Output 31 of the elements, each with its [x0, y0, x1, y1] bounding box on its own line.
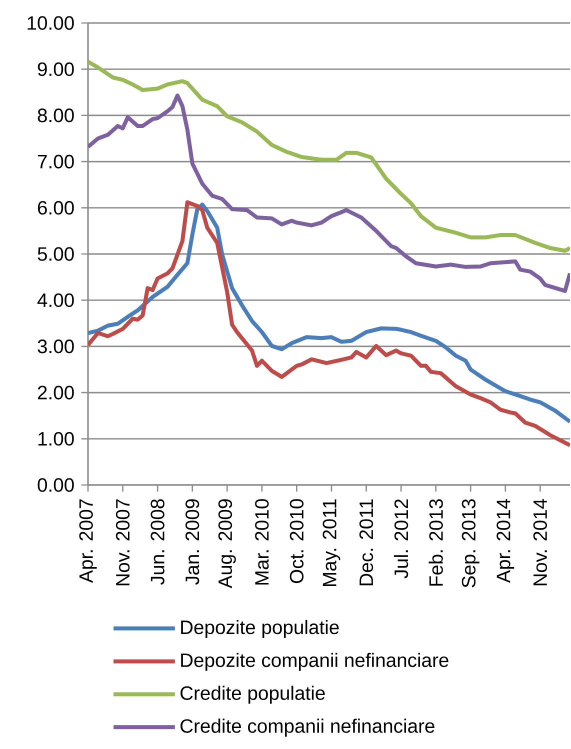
legend-label: Credite populatie	[180, 686, 325, 704]
line-series	[88, 60, 570, 253]
y-tick-label: 4.00	[37, 293, 74, 308]
x-tick-label: Nov. 2007	[116, 499, 130, 586]
y-tick-label: 2.00	[38, 386, 74, 400]
x-tick-label: Dec. 2011	[359, 499, 374, 586]
y-tick-label: 1.00	[38, 432, 74, 446]
x-tick-label: Apr. 2007	[79, 499, 97, 583]
x-tick-label: May. 2011	[322, 499, 340, 586]
x-tick-label: Sep. 2013	[462, 499, 480, 588]
x-tick-label: Feb. 2013	[428, 499, 443, 586]
y-tick-label: 6.00	[38, 200, 74, 215]
y-tick-label: 8.00	[38, 108, 74, 122]
legend-label: Depozite companii nefinanciare	[181, 652, 448, 671]
y-tick-label: 5.00	[38, 247, 74, 261]
x-tick-label: Aug. 2009	[218, 499, 236, 588]
x-tick-label: Nov. 2014	[533, 498, 548, 586]
y-tick-label: 7.00	[38, 154, 74, 168]
legend-label: Depozite populatie	[181, 620, 339, 638]
y-tick-label: 3.00	[38, 340, 74, 354]
y-tick-label: 0.00	[38, 478, 74, 492]
legend-label: Credite companii nefinanciare	[180, 718, 434, 737]
x-tick-label: Jun. 2008	[150, 499, 164, 585]
x-tick-label: Apr. 2014	[496, 498, 514, 583]
x-tick-label: Jul. 2012	[394, 499, 408, 578]
line-series	[88, 94, 570, 293]
y-tick-label: 10.00	[28, 16, 74, 30]
x-tick-label: Oct. 2010	[290, 499, 304, 584]
x-tick-label: Jan. 2009	[185, 499, 200, 585]
y-tick-label: 9.00	[38, 62, 74, 76]
x-tick-label: Mar. 2010	[255, 499, 269, 585]
